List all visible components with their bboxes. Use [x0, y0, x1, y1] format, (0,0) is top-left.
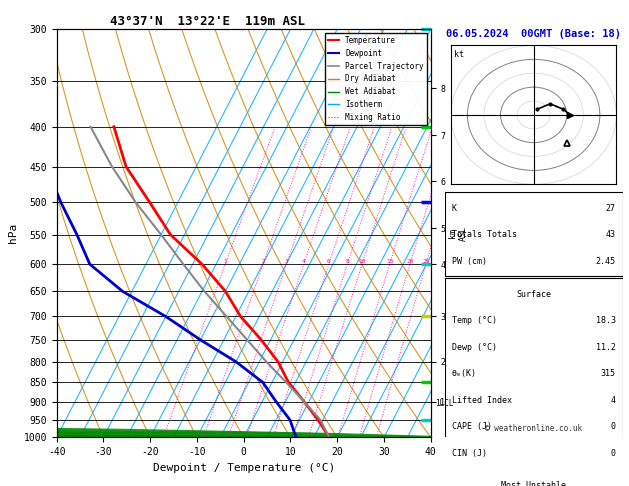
Bar: [445, 278, 623, 468]
Text: Dewp (°C): Dewp (°C): [452, 343, 497, 352]
Text: Surface: Surface: [516, 290, 551, 298]
Text: 315: 315: [601, 369, 616, 378]
Legend: Temperature, Dewpoint, Parcel Trajectory, Dry Adiabat, Wet Adiabat, Isotherm, Mi: Temperature, Dewpoint, Parcel Trajectory…: [325, 33, 427, 125]
Text: 20: 20: [406, 259, 414, 264]
Text: K: K: [452, 204, 457, 213]
Text: CIN (J): CIN (J): [452, 449, 487, 458]
Text: Totals Totals: Totals Totals: [452, 230, 516, 240]
Y-axis label: km
ASL: km ASL: [448, 226, 467, 241]
Text: 43°37'N  13°22'E  119m ASL: 43°37'N 13°22'E 119m ASL: [110, 15, 305, 28]
Text: Lifted Index: Lifted Index: [452, 396, 511, 405]
Text: 2.45: 2.45: [596, 257, 616, 266]
Text: 8: 8: [345, 259, 349, 264]
Text: 25: 25: [422, 259, 430, 264]
Text: 0: 0: [611, 449, 616, 458]
Text: 2: 2: [261, 259, 265, 264]
X-axis label: Dewpoint / Temperature (°C): Dewpoint / Temperature (°C): [153, 463, 335, 473]
Bar: [445, 192, 623, 276]
Text: CAPE (J): CAPE (J): [452, 422, 492, 431]
Text: © weatheronline.co.uk: © weatheronline.co.uk: [485, 424, 582, 434]
Y-axis label: hPa: hPa: [8, 223, 18, 243]
Text: Most Unstable: Most Unstable: [501, 482, 566, 486]
Text: 4: 4: [611, 396, 616, 405]
Text: 18.3: 18.3: [596, 316, 616, 325]
Text: 11.2: 11.2: [596, 343, 616, 352]
Text: 1: 1: [223, 259, 227, 264]
Text: 27: 27: [606, 204, 616, 213]
Bar: [445, 470, 623, 486]
Text: 4: 4: [302, 259, 306, 264]
Text: kt: kt: [454, 50, 464, 59]
Text: 06.05.2024  00GMT (Base: 18): 06.05.2024 00GMT (Base: 18): [446, 29, 621, 39]
Text: 0: 0: [611, 422, 616, 431]
Text: 3: 3: [284, 259, 288, 264]
Text: 1LCL: 1LCL: [435, 399, 454, 408]
Text: 43: 43: [606, 230, 616, 240]
Text: θₑ(K): θₑ(K): [452, 369, 477, 378]
Text: 10: 10: [359, 259, 366, 264]
Text: PW (cm): PW (cm): [452, 257, 487, 266]
Text: Temp (°C): Temp (°C): [452, 316, 497, 325]
Text: 6: 6: [327, 259, 331, 264]
Text: 15: 15: [386, 259, 393, 264]
